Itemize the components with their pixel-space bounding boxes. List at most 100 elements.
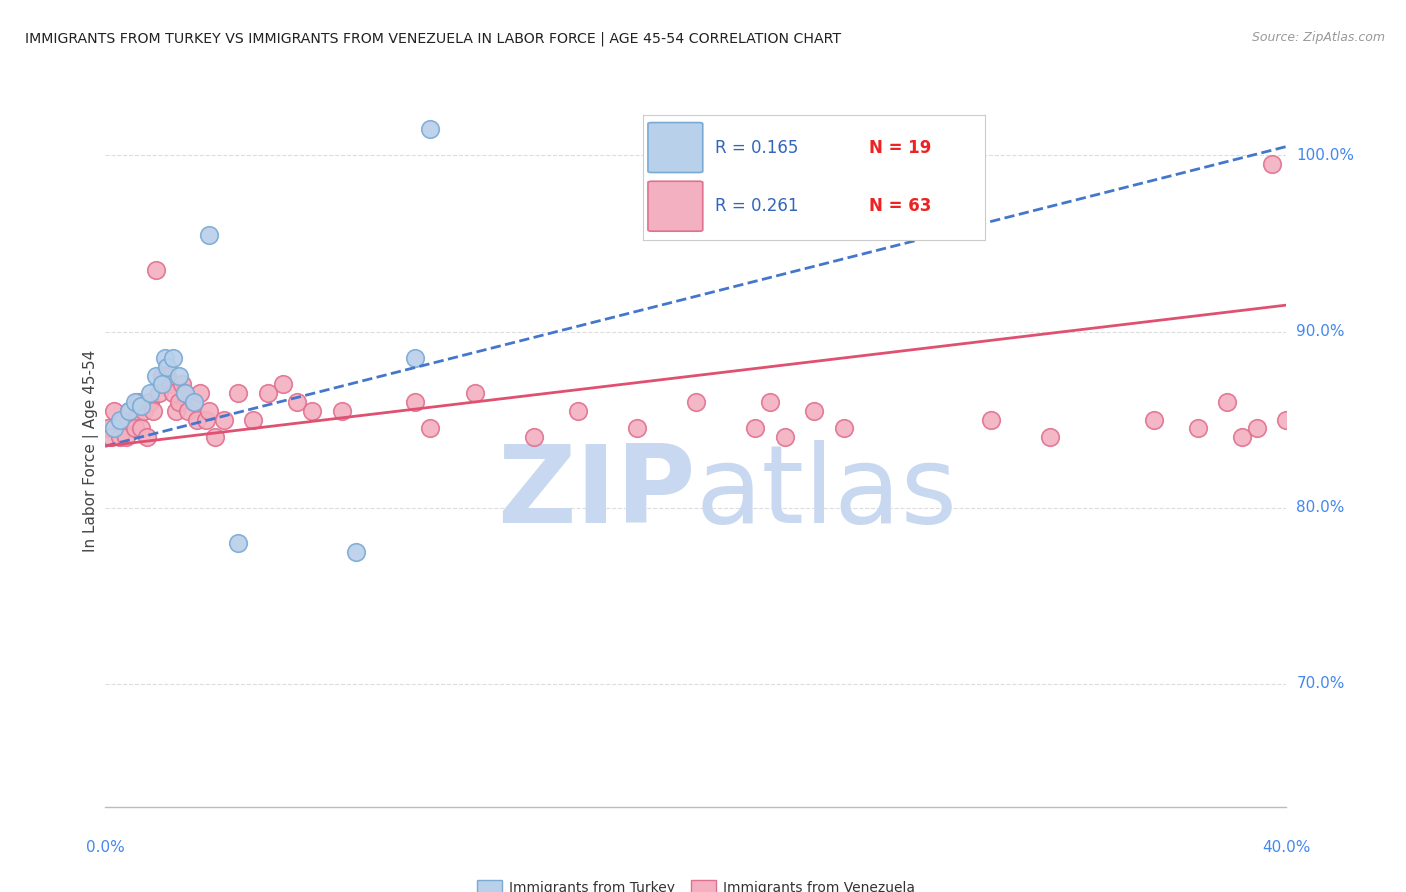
Point <box>257 386 280 401</box>
Point <box>150 377 173 392</box>
Text: 70.0%: 70.0% <box>1296 676 1344 691</box>
Point <box>145 263 167 277</box>
Point <box>124 412 146 426</box>
Point <box>148 386 170 401</box>
Text: Source: ZipAtlas.com: Source: ZipAtlas.com <box>1251 31 1385 45</box>
Point <box>162 351 184 365</box>
Point <box>464 386 486 401</box>
Point <box>183 395 205 409</box>
Text: N = 19: N = 19 <box>869 138 931 156</box>
Point <box>773 430 796 444</box>
Point <box>1216 395 1239 409</box>
Point <box>112 412 135 426</box>
Point <box>132 404 155 418</box>
Point <box>159 377 181 392</box>
Point <box>186 412 208 426</box>
Point <box>129 421 152 435</box>
Point <box>156 359 179 374</box>
Point <box>110 412 132 426</box>
Point <box>228 386 250 401</box>
Text: 90.0%: 90.0% <box>1296 324 1344 339</box>
Point <box>1232 430 1254 444</box>
Point <box>97 421 120 435</box>
Text: ZIP: ZIP <box>498 441 696 546</box>
Point <box>197 404 219 418</box>
Point <box>1187 421 1209 435</box>
Point <box>1246 421 1268 435</box>
Point <box>1143 412 1166 426</box>
Point <box>287 395 309 409</box>
Point <box>330 404 353 418</box>
Point <box>165 404 187 418</box>
FancyBboxPatch shape <box>648 122 703 172</box>
Point <box>127 395 149 409</box>
Point <box>405 351 427 365</box>
Point <box>1291 421 1313 435</box>
Text: IMMIGRANTS FROM TURKEY VS IMMIGRANTS FROM VENEZUELA IN LABOR FORCE | AGE 45-54 C: IMMIGRANTS FROM TURKEY VS IMMIGRANTS FRO… <box>25 31 841 45</box>
Point <box>138 395 162 409</box>
Text: 100.0%: 100.0% <box>1296 148 1354 163</box>
Point <box>197 227 219 242</box>
Point <box>118 404 141 418</box>
Point <box>153 377 176 392</box>
Point <box>118 404 141 418</box>
Text: atlas: atlas <box>696 441 957 546</box>
Point <box>177 404 200 418</box>
Point <box>162 386 184 401</box>
Point <box>419 122 441 136</box>
Point <box>169 395 191 409</box>
Point <box>156 368 179 383</box>
Point <box>567 404 589 418</box>
Point <box>346 545 368 559</box>
Y-axis label: In Labor Force | Age 45-54: In Labor Force | Age 45-54 <box>83 350 98 551</box>
Point <box>204 430 226 444</box>
Point <box>803 404 825 418</box>
Point <box>174 386 197 401</box>
Point <box>271 377 294 392</box>
Point <box>183 395 205 409</box>
Point <box>405 395 427 409</box>
Point <box>832 421 855 435</box>
Point <box>626 421 648 435</box>
Text: R = 0.261: R = 0.261 <box>714 197 799 215</box>
Point <box>744 421 766 435</box>
Point <box>174 386 197 401</box>
Text: N = 63: N = 63 <box>869 197 931 215</box>
Point <box>980 412 1002 426</box>
Point <box>100 430 122 444</box>
Point <box>1039 430 1062 444</box>
Point <box>103 404 125 418</box>
Point <box>228 536 250 550</box>
Text: R = 0.165: R = 0.165 <box>714 138 799 156</box>
Point <box>124 395 146 409</box>
FancyBboxPatch shape <box>648 181 703 231</box>
Text: 40.0%: 40.0% <box>1263 840 1310 855</box>
Point <box>110 430 132 444</box>
Point <box>188 386 211 401</box>
Point <box>212 412 235 426</box>
Point <box>129 399 152 413</box>
Text: 80.0%: 80.0% <box>1296 500 1344 516</box>
Legend: Immigrants from Turkey, Immigrants from Venezuela: Immigrants from Turkey, Immigrants from … <box>471 875 921 892</box>
Point <box>138 386 162 401</box>
Point <box>169 368 191 383</box>
Point <box>115 430 138 444</box>
Point <box>301 404 323 418</box>
Point <box>142 404 165 418</box>
Point <box>523 430 546 444</box>
Text: 0.0%: 0.0% <box>86 840 125 855</box>
Point <box>194 412 217 426</box>
Point <box>685 395 707 409</box>
Point <box>1261 157 1284 171</box>
Point <box>242 412 264 426</box>
Point <box>153 351 176 365</box>
Point <box>150 368 173 383</box>
Point <box>103 421 125 435</box>
Point <box>759 395 782 409</box>
Point <box>419 421 441 435</box>
Point <box>145 368 167 383</box>
Point <box>1275 412 1298 426</box>
Point <box>135 430 157 444</box>
Point <box>124 421 146 435</box>
Point <box>172 377 194 392</box>
